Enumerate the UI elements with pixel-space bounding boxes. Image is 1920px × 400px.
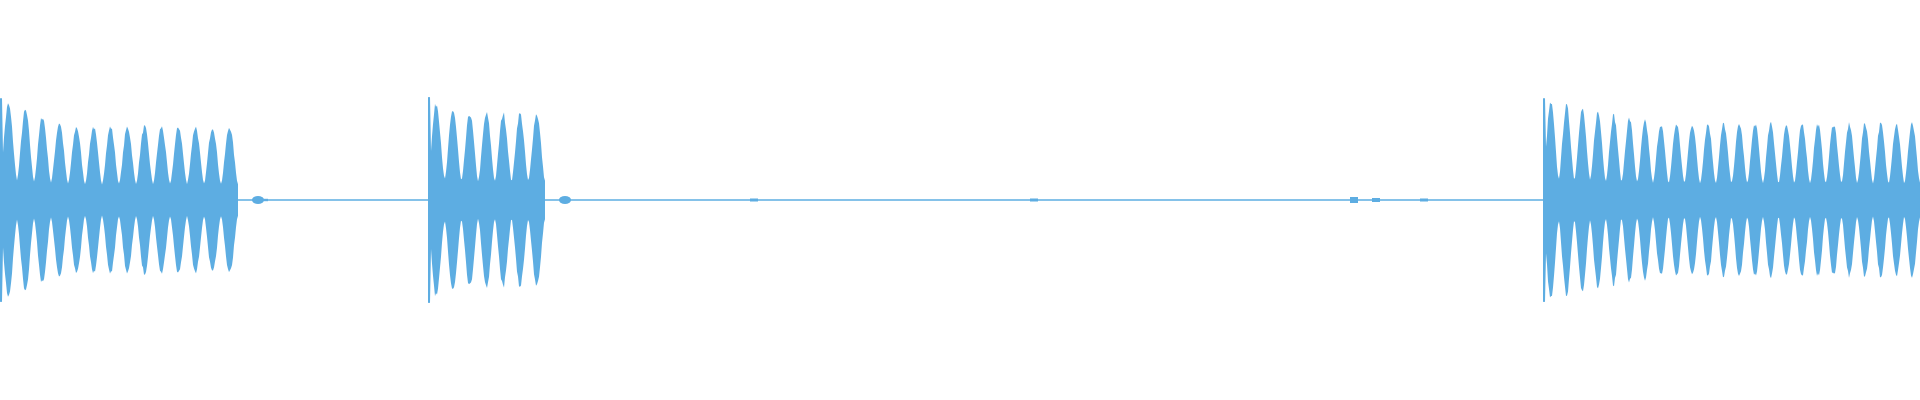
waveform-burst-3 [1543, 98, 1920, 302]
noise-blip [1372, 198, 1380, 202]
noise-blip [1350, 197, 1358, 203]
noise-blip [260, 198, 268, 202]
waveform-tail-2 [559, 196, 571, 204]
waveform-burst-2 [428, 97, 545, 303]
noise-blip [750, 198, 758, 202]
waveform-tail-1 [252, 196, 264, 204]
noise-blip [1030, 198, 1038, 202]
waveform-bursts [0, 97, 1920, 303]
waveform-burst-1 [0, 98, 238, 302]
noise-blip [1420, 198, 1428, 202]
